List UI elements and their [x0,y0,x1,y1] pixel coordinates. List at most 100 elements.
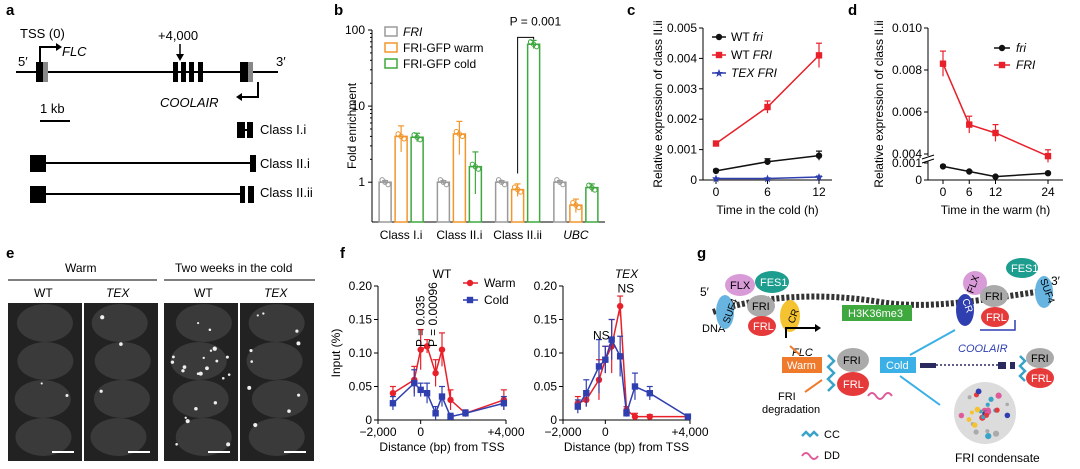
dna-five-prime: 5′ [700,285,710,299]
panel-letter-g: g [697,245,706,262]
class-2-exon-b [250,155,256,172]
f1-x-tick-label: 0 [417,425,424,439]
class-label-2: Class II.i [260,156,310,171]
condensate-molecule [958,412,965,419]
warm-label: Warm [787,360,816,372]
frl-label-center: FRL [843,379,864,391]
b-data-point [495,177,502,183]
condensate-molecule [995,392,1002,399]
c-data-point [763,174,772,183]
fluorescent-spot [65,393,69,397]
coolair-arrow [242,82,259,98]
dd-legend-label: DD [824,450,840,462]
c-legend-marker [715,51,723,59]
b-x-tick-label: UBC [563,228,589,242]
c-y-tick-label: 0.005 [667,21,697,35]
class-3-exon-b [240,186,245,203]
column-label-1: WT [34,286,53,300]
d-data-point [1044,170,1052,177]
fluorescent-spot [225,355,229,359]
class-label-3: Class II.ii [260,185,313,200]
c-data-point [764,158,771,165]
degradation-label-1: FRI [778,391,796,403]
f1-p-value-2: P = 0.00096 [426,282,440,347]
b-significance-bracket [517,36,535,174]
frl-protein-left [748,316,776,336]
f2-y-tick-label: 0.20 [534,279,558,293]
cc-legend-icon [801,430,819,438]
panel-g-model: 5′ 3′ DNA FLX FES1 SUF4 FRI FRL CR FLX F… [700,258,1061,465]
c-y-tick-label: 0.001 [667,143,697,157]
d-y-label: Relative expression of class II.ii [872,20,886,187]
condensate-molecule [981,415,986,420]
fes1-label-right: FES1 [1011,263,1039,275]
b-data-point [570,200,576,206]
c-data-point [815,172,823,181]
f1-data-point [389,390,397,397]
fluorescent-spot [171,355,175,359]
b-legend-label: FRI-GFP cold [403,57,476,71]
b-x-tick-label: Class I.i [380,228,423,242]
tss-arrow [39,46,56,62]
b-p-value: P = 0.001 [510,14,562,28]
b-data-point [560,181,566,188]
cold-label: Cold [886,360,909,372]
f1-data-point [432,410,439,417]
f1-series-line [392,345,505,415]
b-y-tick-label: 1 [358,175,365,189]
fluorescent-spot [247,385,252,390]
c-legend-label: WT FRI [731,48,773,62]
f2-x-label: Distance (bp) from TSS [564,440,689,454]
b-legend-label: FRI-GFP warm [403,41,483,55]
fluorescent-spot [227,373,231,376]
f2-series-line [577,337,689,418]
f2-data-point [623,410,630,417]
c-y-tick-label: 0.002 [667,112,697,126]
b-y-tick-label: 100 [345,23,365,37]
f2-series-line [577,305,688,418]
condensate-molecule [972,422,978,428]
fluorescent-spot [198,371,203,376]
c-y-tick-label: 0.004 [667,51,697,65]
c-data-point [712,167,720,175]
c-data-point [712,140,720,147]
class-label-1: Class I.i [260,122,306,137]
f2-data-point [646,390,653,397]
cr-protein-right [956,294,974,326]
exon-3 [181,62,186,82]
fri-protein-right [980,285,1008,307]
d-axis-break-gap [922,156,934,161]
column-label-2: TEX [106,286,130,300]
b-data-point [401,136,407,142]
nucleus [251,380,308,418]
f1-data-point [438,346,446,353]
cc-legend-label: CC [824,429,840,441]
panel-letter-d: d [848,2,857,19]
fluorescent-spot [221,376,225,380]
panel-letter-c: c [627,2,635,19]
f2-data-point [646,413,653,420]
fri-label-cold: FRI [1031,353,1049,365]
b-bar [526,43,541,223]
nucleus [91,304,148,342]
f2-y-tick-label: 0.15 [534,313,558,327]
nucleus [14,380,71,418]
b-data-point [533,43,540,50]
f2-data-point [583,390,590,397]
exon-6 [240,62,248,82]
cr-label-right: CR [959,297,974,314]
condensate-molecule [1004,412,1011,419]
c-x-tick-label: 0 [713,185,720,199]
fluorescent-spot [202,356,205,360]
b-y-tick-label: 10 [352,99,366,113]
condensate-molecule [973,429,979,435]
f2-data-point [616,302,624,310]
fes1-protein-right [1006,258,1038,278]
condensate-molecule [992,430,1000,437]
b-bar [436,181,451,223]
f2-y-tick-label: 0 [550,413,557,427]
panel-f-wt-chart: 00.050.100.150.20−2,000 0 +4,000WTDistance… [329,267,525,454]
f1-data-point [447,413,454,420]
f2-data-point [631,383,639,390]
